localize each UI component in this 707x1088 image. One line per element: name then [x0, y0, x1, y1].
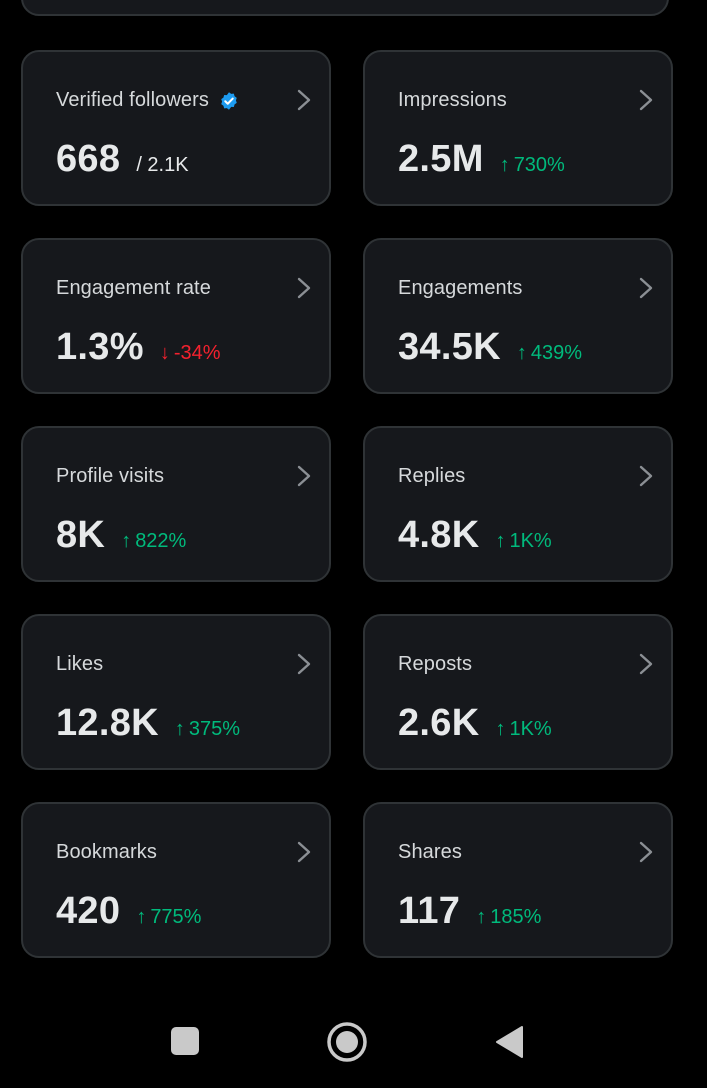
metric-card-likes[interactable]: Likes 12.8K ↑ 375% [21, 614, 331, 770]
system-navigation-bar [0, 1000, 707, 1088]
metric-card-engagements[interactable]: Engagements 34.5K ↑ 439% [363, 238, 673, 394]
metric-card-impressions[interactable]: Impressions 2.5M ↑ 730% [363, 50, 673, 206]
metric-card-verified-followers[interactable]: Verified followers 668 / 2.1K [21, 50, 331, 206]
arrow-up-icon: ↑ [499, 154, 510, 176]
metric-delta: ↑ 185% [476, 906, 541, 929]
metric-card-engagement-rate[interactable]: Engagement rate 1.3% ↓ -34% [21, 238, 331, 394]
chevron-right-icon [639, 89, 653, 111]
metric-value: 2.6K [398, 702, 480, 744]
chevron-right-icon [297, 653, 311, 675]
metric-value-row: 668 / 2.1K [56, 138, 189, 181]
metric-value-row: 117 ↑ 185% [398, 890, 541, 933]
metric-label-wrap: Reposts [398, 653, 472, 676]
metric-card-replies[interactable]: Replies 4.8K ↑ 1K% [363, 426, 673, 582]
metric-delta-value: 439% [530, 342, 583, 364]
chevron-right-icon [297, 841, 311, 863]
metric-label: Replies [398, 465, 466, 487]
metric-label-wrap: Bookmarks [56, 841, 157, 864]
metric-label-wrap: Replies [398, 465, 465, 488]
metric-delta-value: 730% [513, 154, 565, 176]
metric-delta-value: 375% [188, 718, 241, 740]
metric-card-reposts[interactable]: Reposts 2.6K ↑ 1K% [363, 614, 673, 770]
arrow-up-icon: ↑ [516, 342, 527, 364]
chevron-right-icon [639, 841, 653, 863]
chevron-right-icon [297, 465, 311, 487]
metric-delta: ↑ 775% [136, 906, 201, 929]
chevron-right-icon [297, 89, 311, 111]
arrow-up-icon: ↑ [121, 530, 132, 552]
recents-square-icon[interactable] [171, 1027, 199, 1055]
metric-value-row: 420 ↑ 775% [56, 890, 201, 933]
metric-label-wrap: Engagement rate [56, 277, 211, 300]
metric-value: 420 [56, 890, 121, 932]
metric-label-wrap: Likes [56, 653, 103, 676]
metric-label: Likes [56, 653, 104, 675]
metric-value: 117 [398, 890, 461, 932]
metric-label-wrap: Engagements [398, 277, 523, 300]
metric-card-shares[interactable]: Shares 117 ↑ 185% [363, 802, 673, 958]
metric-delta-value: 775% [150, 906, 202, 928]
metric-label: Reposts [398, 653, 473, 675]
metric-card-profile-visits[interactable]: Profile visits 8K ↑ 822% [21, 426, 331, 582]
metric-label: Engagements [398, 277, 523, 299]
metric-delta-value: 822% [135, 530, 187, 552]
arrow-up-icon: ↑ [476, 906, 487, 928]
metric-value-row: 2.6K ↑ 1K% [398, 702, 552, 745]
verified-badge-icon [221, 91, 237, 110]
arrow-up-icon: ↑ [136, 906, 147, 928]
chevron-right-icon [639, 465, 653, 487]
home-circle-icon[interactable] [326, 1021, 368, 1063]
metric-card-bookmarks[interactable]: Bookmarks 420 ↑ 775% [21, 802, 331, 958]
metrics-grid: Verified followers 668 / 2.1K Impression… [21, 50, 673, 958]
metric-label: Profile visits [56, 465, 165, 487]
metric-delta: ↑ 822% [121, 530, 186, 553]
metric-label: Engagement rate [56, 277, 211, 299]
metric-value-row: 2.5M ↑ 730% [398, 138, 565, 181]
metric-label: Impressions [398, 89, 507, 111]
chevron-right-icon [639, 277, 653, 299]
arrow-down-icon: ↓ [159, 342, 170, 364]
chevron-right-icon [297, 277, 311, 299]
metric-delta-value: -34% [173, 342, 221, 364]
arrow-up-icon: ↑ [174, 718, 185, 740]
metric-delta-value: 185% [490, 906, 542, 928]
metric-label: Verified followers [56, 89, 209, 111]
metric-value-row: 4.8K ↑ 1K% [398, 514, 552, 557]
metric-delta: ↑ 375% [175, 718, 240, 741]
metric-total: / 2.1K [136, 154, 189, 176]
metric-value: 34.5K [398, 326, 501, 368]
metric-value-row: 12.8K ↑ 375% [56, 702, 240, 745]
metric-value: 1.3% [56, 326, 144, 368]
metric-delta: ↑ 730% [500, 154, 565, 177]
metric-delta: ↓ -34% [160, 342, 221, 365]
arrow-up-icon: ↑ [495, 718, 506, 740]
chevron-right-icon [639, 653, 653, 675]
metric-label-wrap: Verified followers [56, 89, 239, 112]
metric-delta: ↑ 1K% [495, 718, 551, 741]
metric-delta-value: 1K% [509, 530, 552, 552]
metric-value: 12.8K [56, 702, 159, 744]
back-triangle-icon[interactable] [494, 1025, 524, 1059]
metric-delta: ↑ 1K% [495, 530, 551, 553]
previous-card-edge [21, 0, 669, 16]
metric-value: 8K [56, 514, 106, 556]
metric-delta: ↑ 439% [517, 342, 582, 365]
metric-value-row: 1.3% ↓ -34% [56, 326, 221, 369]
arrow-up-icon: ↑ [495, 530, 506, 552]
metric-label: Bookmarks [56, 841, 157, 863]
metric-value: 2.5M [398, 138, 484, 180]
metric-value-row: 8K ↑ 822% [56, 514, 186, 557]
metric-label-wrap: Impressions [398, 89, 507, 112]
metric-value-row: 34.5K ↑ 439% [398, 326, 582, 369]
metric-value: 4.8K [398, 514, 480, 556]
metric-value: 668 [56, 138, 121, 180]
metric-label-wrap: Shares [398, 841, 462, 864]
metric-label-wrap: Profile visits [56, 465, 164, 488]
metric-delta-value: 1K% [509, 718, 552, 740]
metric-label: Shares [398, 841, 462, 863]
